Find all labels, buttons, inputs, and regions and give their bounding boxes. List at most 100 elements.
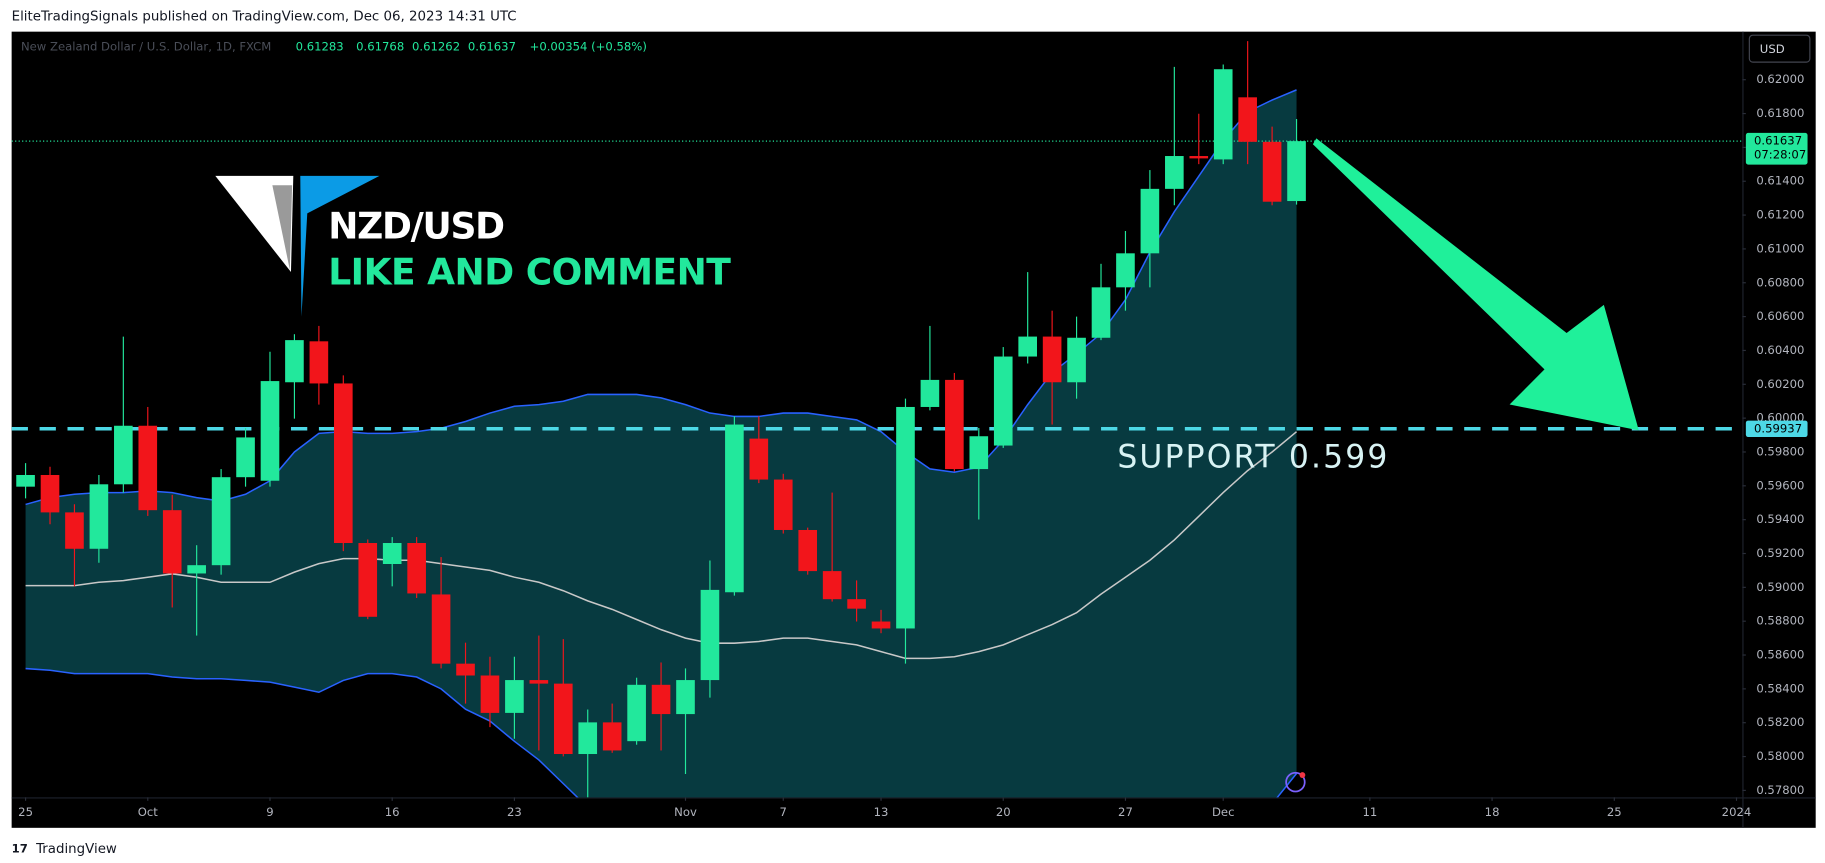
y-tick-label: 0.61800 bbox=[1756, 106, 1804, 120]
alert-dot bbox=[1299, 772, 1306, 778]
candle-body bbox=[1116, 253, 1135, 288]
candle-body bbox=[382, 543, 402, 564]
y-tick-label: 0.60800 bbox=[1756, 275, 1804, 289]
candle-body bbox=[309, 341, 329, 384]
down-arrow bbox=[1312, 138, 1639, 431]
currency-button[interactable] bbox=[1748, 34, 1811, 63]
support-price-label: 0.59937 bbox=[1754, 421, 1802, 435]
candle-body bbox=[358, 543, 378, 617]
x-tick-label: Oct bbox=[138, 805, 159, 819]
candle-body bbox=[1018, 336, 1037, 357]
candle-body bbox=[187, 565, 206, 574]
x-tick-label: 18 bbox=[1485, 805, 1500, 819]
footer-brand: TradingView bbox=[35, 842, 117, 857]
y-tick-label: 0.59000 bbox=[1756, 580, 1804, 594]
candle-body bbox=[138, 425, 158, 511]
candle-body bbox=[1287, 141, 1306, 202]
y-tick-label: 0.58400 bbox=[1756, 681, 1804, 695]
x-tick-label: 7 bbox=[780, 805, 787, 819]
candle-body bbox=[822, 571, 842, 600]
y-tick-label: 0.59400 bbox=[1756, 512, 1804, 526]
currency-label[interactable]: USD bbox=[1760, 42, 1785, 56]
x-tick-label: 20 bbox=[996, 805, 1011, 819]
candle-body bbox=[16, 474, 35, 487]
x-tick-label: 11 bbox=[1362, 805, 1377, 819]
candle-body bbox=[1189, 156, 1209, 159]
x-tick-label: 9 bbox=[266, 805, 273, 819]
candle-body bbox=[676, 680, 695, 715]
candle-body bbox=[920, 379, 940, 407]
candle-body bbox=[602, 722, 622, 751]
lower-band bbox=[25, 667, 1298, 798]
x-tick-label: 25 bbox=[1607, 805, 1622, 819]
candle-body bbox=[236, 437, 255, 478]
middle-band bbox=[25, 431, 1298, 660]
candle-body bbox=[1042, 336, 1062, 383]
y-tick-label: 0.60200 bbox=[1756, 377, 1804, 391]
candle-body bbox=[40, 474, 60, 513]
candle-body bbox=[456, 663, 475, 676]
candle-body bbox=[480, 675, 500, 713]
call-to-action: LIKE AND COMMENT bbox=[328, 250, 731, 293]
alert-icon bbox=[1285, 771, 1306, 793]
candle-body bbox=[725, 424, 744, 593]
candle-body bbox=[749, 438, 769, 480]
pair-title: NZD/USD bbox=[328, 205, 505, 248]
candle-body bbox=[1140, 188, 1160, 254]
y-tick-label: 0.58600 bbox=[1756, 648, 1804, 662]
legend-value: 0.61262 bbox=[412, 39, 460, 53]
y-tick-label: 0.59600 bbox=[1756, 478, 1804, 492]
countdown-label: 07:28:07 bbox=[1754, 148, 1806, 162]
y-tick-label: 0.60400 bbox=[1756, 343, 1804, 357]
overlay: NZD/USD LIKE AND COMMENT USD New Zealand… bbox=[12, 34, 1811, 857]
candle-body bbox=[1213, 69, 1233, 160]
last-price-box bbox=[1745, 132, 1808, 165]
candle-body bbox=[162, 510, 182, 574]
y-tick-label: 0.58200 bbox=[1756, 715, 1804, 729]
candle-body bbox=[114, 425, 133, 485]
plot-area bbox=[11, 41, 1743, 798]
x-tick-label: Nov bbox=[674, 805, 697, 819]
candle-body bbox=[651, 684, 671, 715]
candle-body bbox=[505, 680, 524, 713]
last-price-label: 0.61637 bbox=[1754, 134, 1802, 148]
x-tick-label: 23 bbox=[507, 805, 522, 819]
y-tick-label: 0.61400 bbox=[1756, 174, 1804, 188]
candle-body bbox=[285, 340, 304, 383]
candle-body bbox=[529, 680, 549, 684]
y-tick-label: 0.59200 bbox=[1756, 546, 1804, 560]
candle-body bbox=[847, 599, 866, 609]
candle-body bbox=[211, 477, 231, 566]
candle-body bbox=[431, 594, 451, 664]
support-annotation: SUPPORT 0.599 bbox=[1117, 439, 1387, 475]
support-price-box bbox=[1745, 420, 1808, 438]
candle-body bbox=[700, 589, 720, 681]
band-fill bbox=[25, 89, 1297, 798]
legend-value: 0.61637 bbox=[468, 39, 516, 53]
candle-body bbox=[993, 356, 1013, 446]
y-tick-label: 0.57800 bbox=[1756, 783, 1804, 797]
y-tick-label: 0.58800 bbox=[1756, 614, 1804, 628]
x-tick-label: 27 bbox=[1118, 805, 1133, 819]
candle-body bbox=[1091, 287, 1111, 338]
candle-body bbox=[945, 379, 964, 470]
candle-body bbox=[1238, 97, 1257, 142]
candle-body bbox=[407, 543, 426, 594]
y-tick-label: 0.62000 bbox=[1756, 72, 1804, 86]
candle-body bbox=[1165, 156, 1184, 189]
candle-body bbox=[871, 621, 891, 629]
candle-body bbox=[969, 436, 989, 470]
published-line: EliteTradingSignals published on Trading… bbox=[12, 9, 517, 24]
footer-logo: 17 bbox=[12, 841, 28, 855]
y-tick-label: 0.61000 bbox=[1756, 241, 1804, 255]
logo-white bbox=[215, 175, 294, 273]
candle-body bbox=[553, 683, 573, 755]
y-tick-label: 0.59800 bbox=[1756, 444, 1804, 458]
logo-blue bbox=[300, 175, 380, 317]
candle-body bbox=[773, 479, 793, 530]
symbol-description: New Zealand Dollar / U.S. Dollar, 1D, FX… bbox=[21, 39, 271, 53]
x-tick-label: 13 bbox=[874, 805, 889, 819]
legend-change: +0.00354 (+0.58%) bbox=[530, 39, 647, 53]
candle-body bbox=[798, 529, 818, 572]
